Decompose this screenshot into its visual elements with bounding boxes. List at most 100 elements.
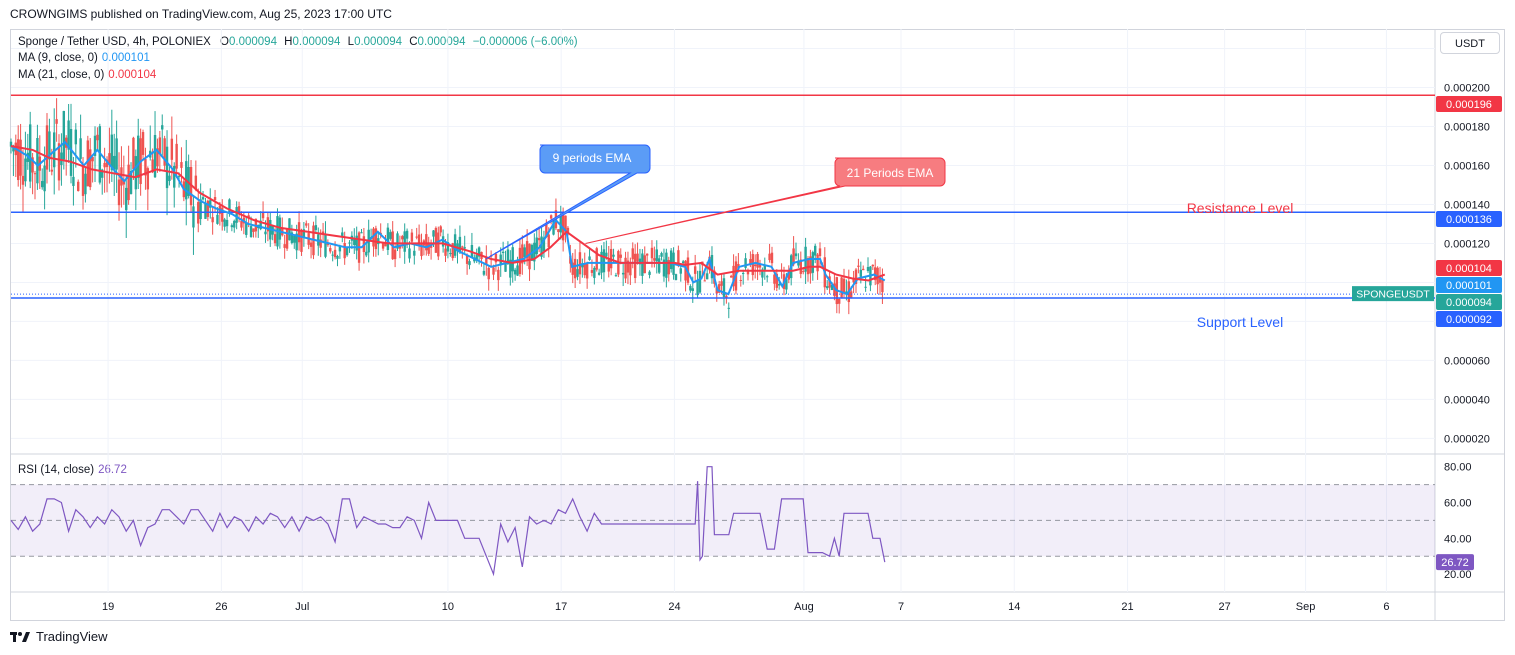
price-axis-label: 0.000104 [1446, 263, 1492, 275]
currency-button[interactable]: USDT [1440, 32, 1500, 54]
rsi-legend[interactable]: RSI (14, close) 26.72 [18, 464, 127, 476]
candle-body [605, 252, 608, 257]
candle-body [521, 244, 524, 264]
candle-body [77, 181, 80, 191]
open-label: O [220, 36, 229, 48]
candle-body [739, 279, 742, 281]
candle-body [326, 244, 330, 246]
candle-body [787, 271, 790, 280]
candle-body [290, 232, 294, 243]
close-value: 0.000094 [417, 36, 466, 48]
candle-body [809, 256, 812, 274]
ema21-callout-bubble [585, 157, 946, 244]
candle-body [103, 162, 106, 168]
candle-body [645, 253, 649, 256]
candle-body [763, 264, 766, 270]
candle-body [204, 203, 207, 219]
candle-body [749, 259, 752, 265]
candle-body [259, 220, 262, 230]
candle-body [134, 156, 138, 190]
time-tick-label: 10 [442, 601, 454, 613]
candle-body [641, 253, 644, 276]
candle-body [785, 279, 788, 290]
candle-body [669, 250, 673, 270]
time-tick-label: 27 [1219, 601, 1231, 613]
candle-body [62, 110, 66, 160]
time-tick-label: Jul [295, 601, 309, 613]
candle-body [309, 242, 313, 247]
price-axis-label-box [1436, 277, 1502, 293]
ma9-legend[interactable]: MA (9, close, 0) 0.000101 [18, 52, 150, 64]
candle-body [165, 146, 169, 189]
candle-body [36, 137, 39, 184]
candle-body [681, 261, 685, 264]
rsi-value: 26.72 [98, 464, 127, 476]
candle-body [583, 263, 586, 276]
candle-body [43, 165, 46, 192]
candle-body [177, 175, 181, 177]
candle-body [393, 249, 397, 260]
candle-body [209, 200, 212, 208]
candle-body [132, 137, 135, 170]
candle-body [115, 138, 118, 170]
candle-body [113, 155, 116, 171]
candle-body [842, 278, 846, 294]
candle-body [585, 263, 589, 279]
candle-body [151, 159, 154, 173]
candle-body [247, 215, 250, 219]
candle-body [235, 207, 238, 223]
candle-body [74, 129, 78, 145]
candle-body [386, 227, 390, 250]
candle-body [91, 156, 94, 162]
ma21-legend[interactable]: MA (21, close, 0) 0.000104 [18, 69, 156, 81]
candle-body [348, 242, 351, 244]
candle-body [117, 179, 121, 206]
candle-body [667, 260, 670, 275]
candle-body [33, 173, 37, 175]
candle-body [621, 272, 625, 275]
ma21-line [10, 145, 886, 282]
candle-body [446, 242, 450, 252]
candle-body [612, 254, 615, 257]
candle-body [852, 278, 855, 283]
candle-body [408, 248, 411, 259]
candle-body [405, 230, 409, 239]
candle-body [624, 257, 627, 279]
candle-body [590, 270, 594, 273]
candle-body [729, 275, 733, 278]
price-axis-label: 0.000101 [1446, 280, 1492, 292]
tradingview-logo[interactable]: TradingView [10, 629, 108, 644]
time-tick-label: 14 [1008, 601, 1020, 613]
candle-body [230, 225, 234, 228]
candle-body [384, 242, 387, 247]
candle-body [597, 272, 601, 275]
price-axis-label-box [1436, 96, 1502, 112]
candle-body [444, 248, 447, 256]
candle-body [636, 253, 639, 262]
candle-body [41, 181, 44, 188]
candle-body [84, 173, 87, 195]
brand-text: TradingView [36, 629, 108, 644]
time-tick-label: Sep [1296, 601, 1316, 613]
rsi-last-label-box [1436, 554, 1474, 571]
candle-body [403, 231, 406, 252]
candle-body [137, 135, 140, 178]
ema21-callout-text: 21 Periods EMA [847, 166, 934, 180]
candle-body [427, 242, 430, 254]
candle-body [302, 229, 306, 238]
candle-body [485, 257, 488, 265]
candle-body [360, 232, 363, 234]
candle-body [535, 237, 538, 255]
candle-body [237, 206, 241, 214]
candle-body [537, 238, 541, 241]
candle-body [775, 273, 778, 288]
rsi-last-label: 26.72 [1441, 557, 1469, 569]
candle-body [401, 236, 404, 240]
candle-body [170, 138, 174, 160]
candle-body [854, 269, 858, 285]
candle-body [674, 274, 678, 280]
candle-body [732, 265, 735, 287]
candle-body [511, 247, 514, 272]
candle-body [86, 140, 90, 187]
